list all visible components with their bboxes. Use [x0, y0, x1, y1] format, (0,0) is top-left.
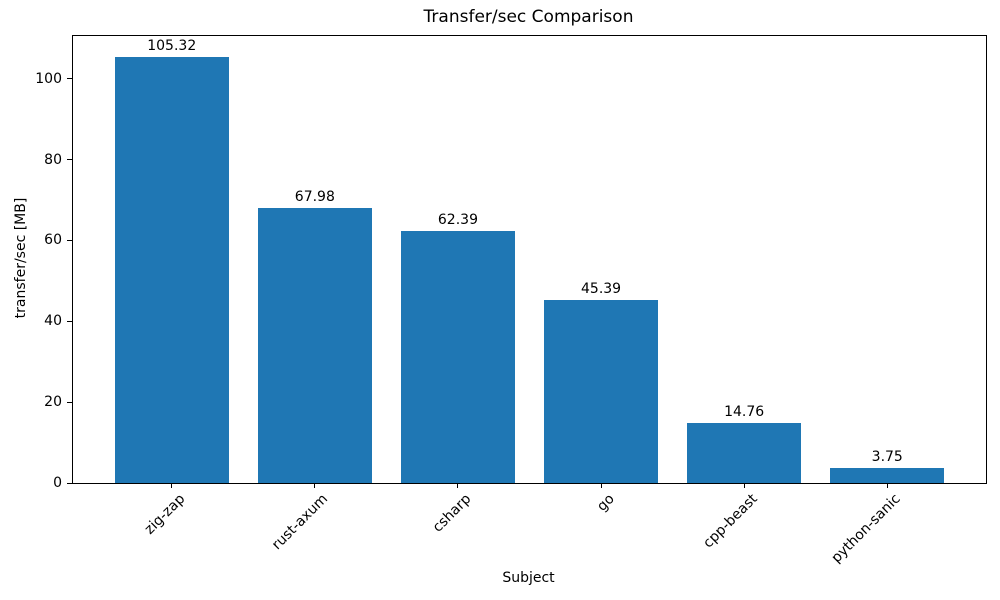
bar	[257, 208, 373, 483]
bar	[543, 299, 659, 483]
plot-area: 0 20 40 60 80 100 105.32 zig-zap 67.98 rust-axum 6…	[35, 35, 987, 566]
x-tick-label: zig-zap	[141, 491, 189, 538]
bar	[114, 57, 229, 483]
x-tick-label: cpp-beast	[700, 491, 761, 552]
chart-title: Transfer/sec Comparison	[423, 7, 634, 27]
y-tick-mark	[67, 159, 72, 161]
bar-value-label: 62.39	[437, 211, 478, 228]
bar-value-label: 45.39	[581, 280, 622, 297]
y-tick-mark	[67, 401, 72, 403]
x-tick-label: go	[593, 491, 618, 515]
bar-value-label: 14.76	[724, 404, 765, 421]
y-tick-mark	[67, 239, 72, 241]
y-tick-label: 80	[44, 151, 62, 168]
y-tick-mark	[67, 320, 72, 322]
bar-value-label: 67.98	[294, 189, 335, 206]
y-tick-mark	[67, 482, 72, 484]
y-tick-label: 40	[44, 313, 62, 330]
y-tick-label: 20	[44, 394, 62, 411]
x-tick-mark	[314, 483, 316, 488]
bar	[400, 230, 516, 483]
x-tick-mark	[171, 483, 173, 488]
bar	[830, 467, 945, 483]
y-tick-label: 60	[44, 232, 62, 249]
x-tick-mark	[600, 483, 602, 488]
x-tick-mark	[457, 483, 459, 488]
x-tick-label: csharp	[429, 491, 475, 536]
y-axis-label: transfer/sec [MB]	[13, 197, 29, 319]
y-tick-label: 100	[35, 70, 62, 87]
x-tick-mark	[886, 483, 888, 488]
y-tick-label: 0	[53, 475, 62, 491]
x-axis-label: Subject	[502, 570, 555, 586]
bar-value-label: 3.75	[871, 448, 903, 465]
bar	[686, 423, 802, 483]
bar-value-label: 105.32	[147, 38, 197, 55]
x-tick-label: rust-axum	[269, 491, 332, 554]
x-tick-label: python-sanic	[828, 491, 904, 567]
x-tick-mark	[743, 483, 745, 488]
y-tick-mark	[67, 78, 72, 80]
